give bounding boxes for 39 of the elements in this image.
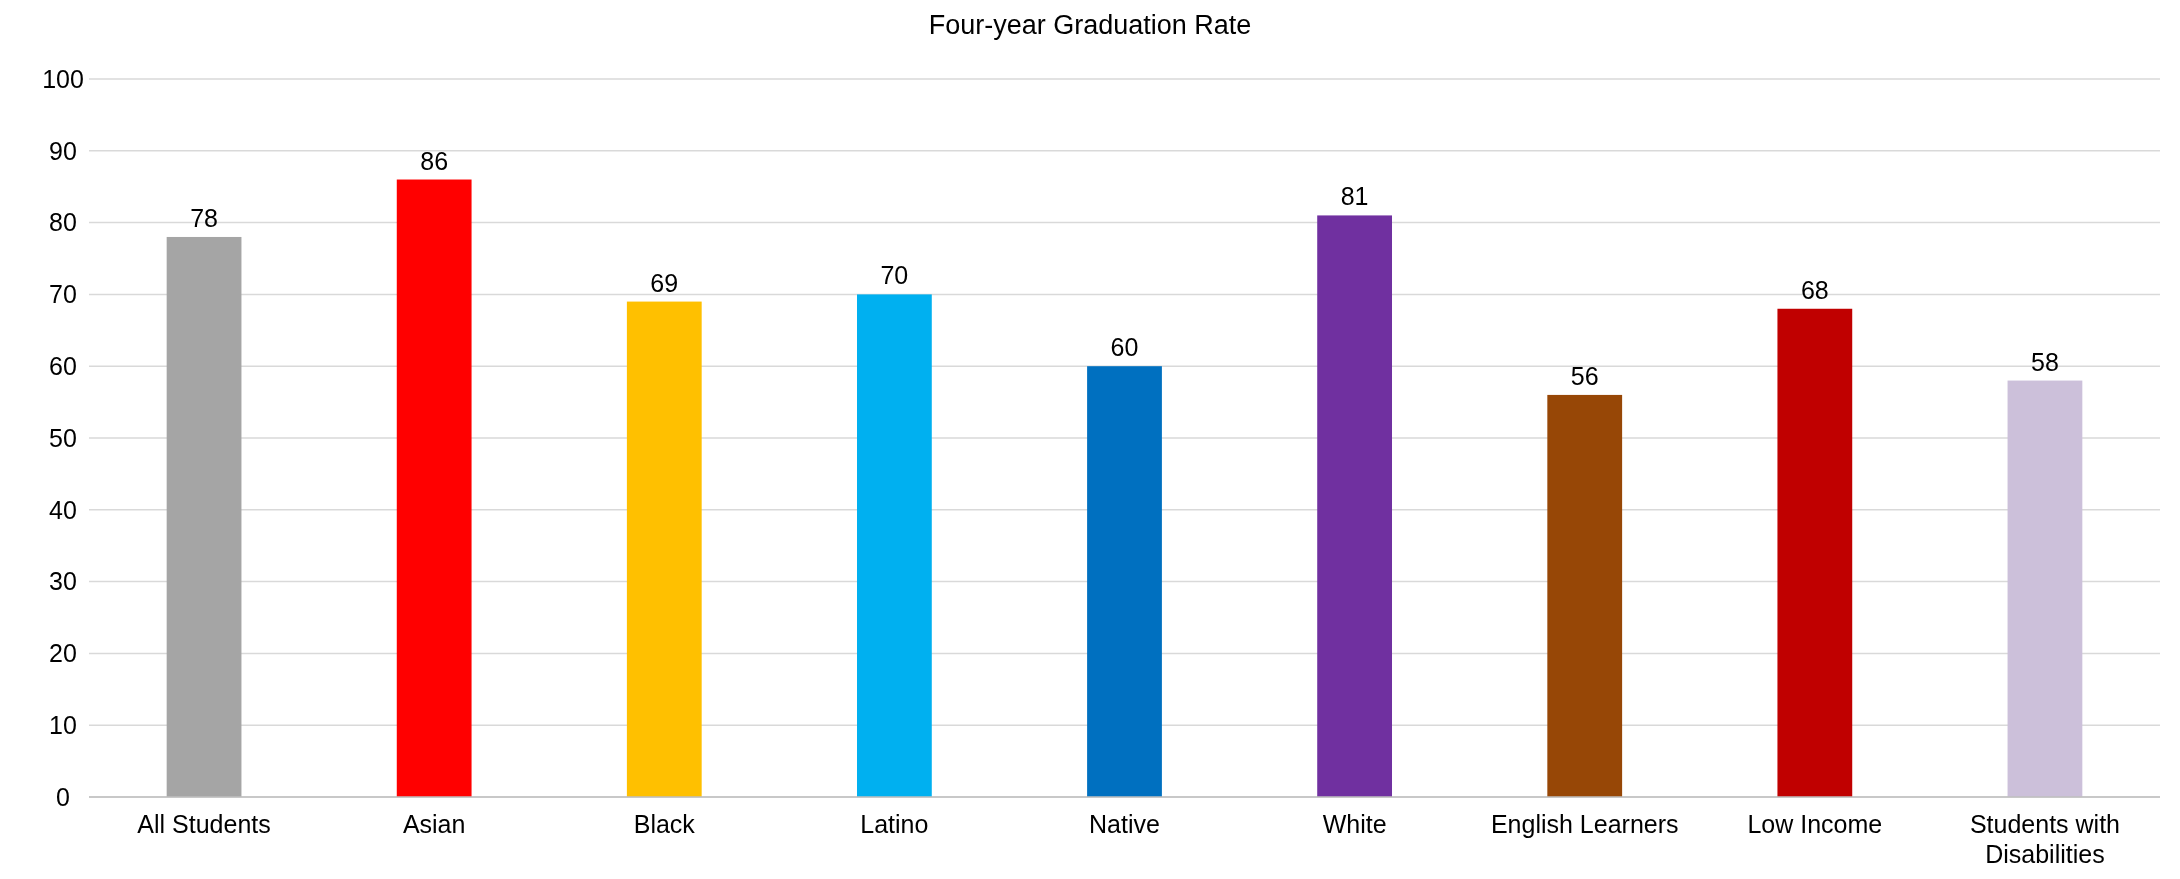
data-label: 68 (1800, 275, 1829, 304)
y-tick-label: 80 (49, 208, 77, 237)
y-tick-label: 10 (49, 710, 77, 739)
x-tick-label: Students with Disabilities (1969, 810, 2120, 868)
y-tick-label: 90 (49, 136, 77, 165)
y-tick-label: 60 (49, 351, 77, 380)
data-label: 58 (2031, 347, 2059, 376)
data-label: 56 (1570, 361, 1599, 390)
x-tick-label: Asian (402, 810, 466, 838)
y-tick-label: 50 (49, 423, 77, 452)
data-label: 86 (420, 146, 449, 175)
bar (1087, 366, 1162, 797)
data-label: 60 (1110, 333, 1139, 362)
bar (396, 179, 472, 797)
x-tick-label: All Students (137, 810, 271, 838)
data-label: 81 (1340, 182, 1369, 211)
bar (1547, 394, 1623, 797)
bar (857, 294, 932, 797)
data-label: 70 (880, 261, 909, 290)
y-tick-label: 40 (49, 495, 77, 524)
data-label: 78 (190, 203, 218, 232)
chart-title: Four-year Graduation Rate (928, 10, 1252, 40)
y-tick-label: 30 (49, 567, 77, 596)
x-tick-label: Latino (860, 810, 929, 838)
x-tick-label: Native (1089, 810, 1160, 838)
x-tick-label: Black (633, 810, 696, 838)
bar (626, 301, 702, 797)
x-tick-label: English Learners (1490, 810, 1679, 838)
bar (2007, 380, 2083, 797)
bar (1777, 308, 1853, 797)
y-tick-label: 100 (42, 64, 84, 93)
y-tick-label: 0 (56, 782, 70, 811)
bar (1317, 215, 1393, 797)
y-tick-label: 70 (49, 280, 77, 309)
bar (166, 236, 242, 797)
y-tick-label: 20 (49, 639, 77, 668)
x-tick-label: Low Income (1747, 810, 1883, 838)
data-label: 69 (650, 268, 679, 297)
x-tick-label: White (1322, 810, 1387, 838)
